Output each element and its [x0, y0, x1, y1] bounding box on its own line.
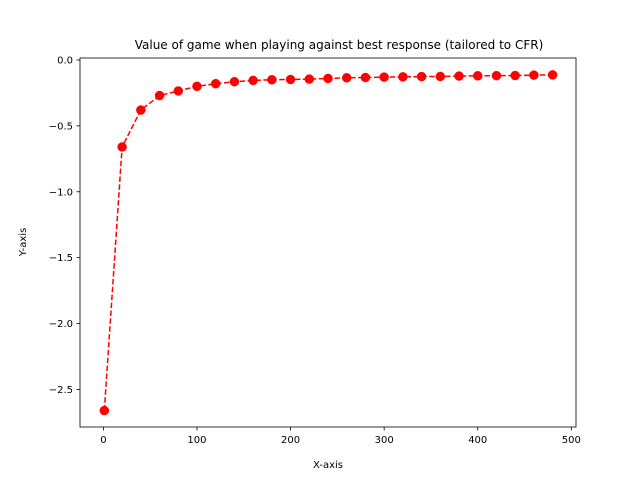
data-point [435, 71, 446, 82]
y-axis-label: Y-axis [18, 228, 29, 258]
data-point [99, 405, 110, 416]
plot-area: 0 100 200 300 400 500 0.0 −0.5 −1.0 −1.5 −2.0 −2.5 [49, 55, 581, 446]
data-point [285, 74, 296, 85]
data-point [529, 70, 539, 80]
y-tick-label: 0.0 [57, 55, 73, 66]
x-tick-label: 200 [281, 435, 300, 446]
data-point [173, 86, 184, 96]
data-point [136, 105, 146, 115]
y-tick-label: −0.5 [49, 121, 73, 132]
data-point [323, 73, 333, 84]
data-point [267, 74, 277, 85]
axes-frame [79, 57, 577, 428]
x-tick-label: 0 [100, 435, 106, 446]
y-tick-label: −2.5 [49, 385, 73, 396]
data-point [472, 71, 483, 81]
data-point [547, 70, 558, 80]
data-point [117, 142, 127, 152]
data-point [304, 74, 315, 84]
data-point [491, 70, 502, 81]
data-point [510, 70, 520, 81]
data-point [229, 76, 240, 87]
data-point [154, 90, 165, 101]
data-point [192, 81, 202, 92]
chart-title: Value of game when playing against best … [135, 38, 544, 52]
y-tick-label: −2.0 [49, 319, 73, 330]
data-point [454, 71, 464, 81]
data-point [416, 71, 427, 82]
data-point [379, 72, 389, 82]
data-point [248, 75, 258, 86]
data-point [398, 72, 408, 82]
x-axis-label: X-axis [313, 460, 343, 471]
data-point [210, 78, 221, 89]
x-tick-label: 300 [375, 435, 394, 446]
x-tick-label: 100 [187, 435, 206, 446]
x-tick-label: 400 [468, 435, 487, 446]
data-point [341, 73, 352, 83]
x-tick-label: 500 [562, 435, 581, 446]
y-tick-label: −1.0 [49, 187, 73, 198]
data-point [360, 72, 371, 83]
y-tick-label: −1.5 [49, 253, 73, 264]
